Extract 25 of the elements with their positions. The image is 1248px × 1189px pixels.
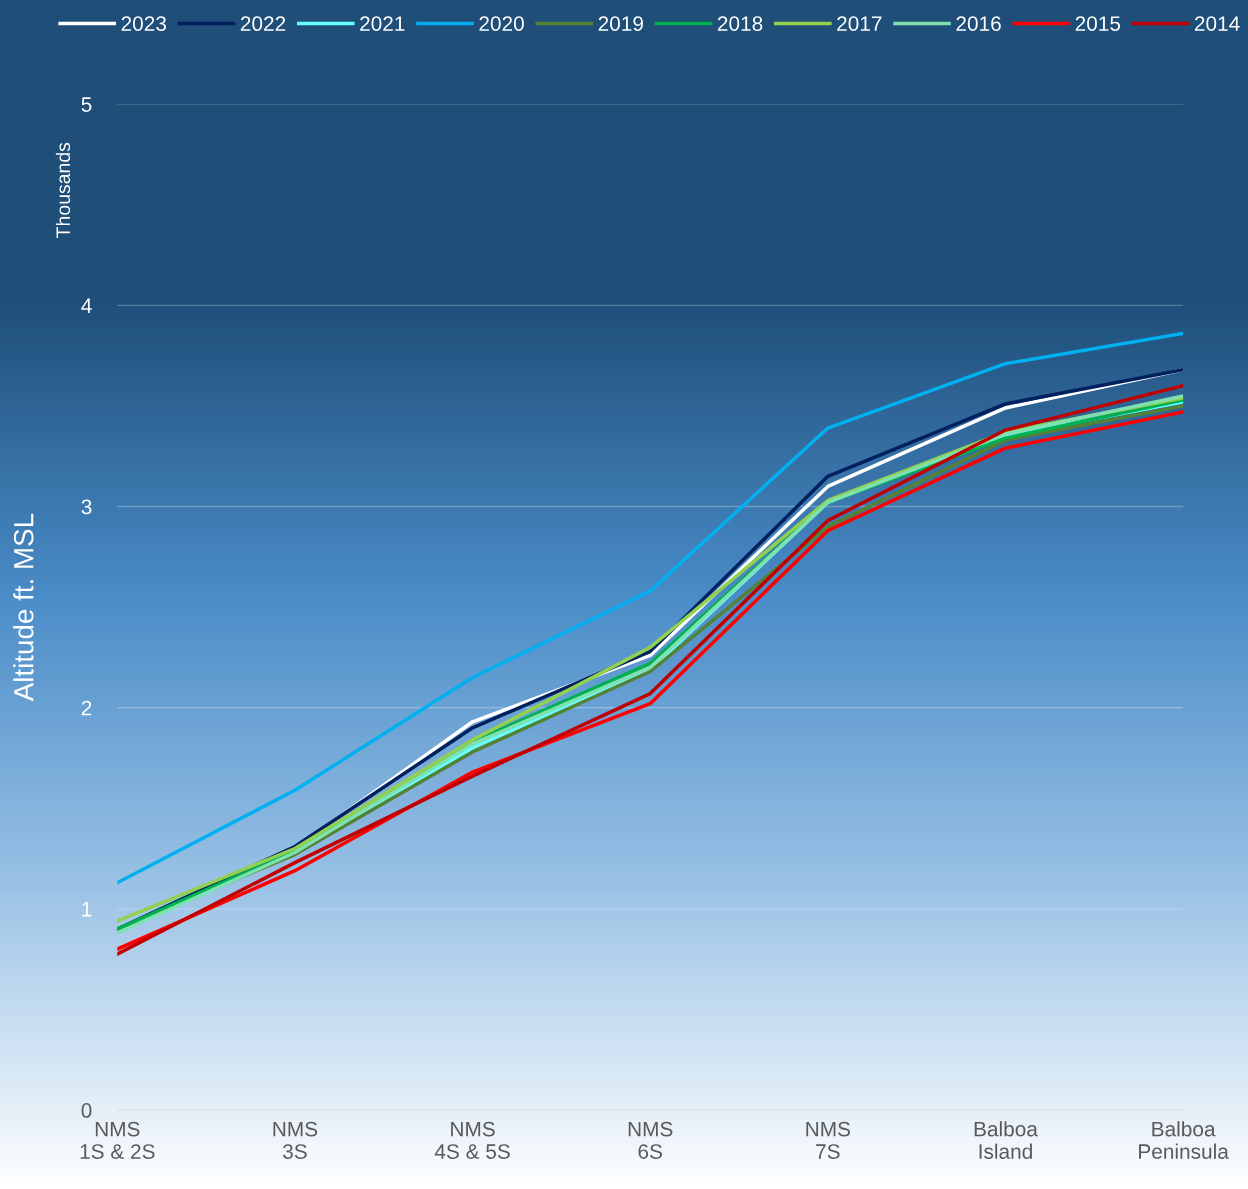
y-tick-label: 0 — [81, 1103, 92, 1118]
y-tick-label: 5 — [81, 97, 92, 112]
legend-label: 2016 — [956, 16, 1001, 31]
legend-label: 2022 — [240, 16, 286, 31]
legend-label: 2014 — [1194, 16, 1240, 31]
y-tick-label: 4 — [81, 298, 92, 313]
y-tick-label: 2 — [81, 700, 92, 716]
y-axis-title: Altitude ft. MSL — [13, 513, 34, 702]
legend-label: 2017 — [837, 16, 882, 31]
legend-label: 2021 — [360, 16, 405, 31]
x-tick-label: NMS 7S — [806, 1121, 851, 1159]
x-tick-label: NMS 3S — [273, 1121, 318, 1159]
y-tick-label: 1 — [82, 902, 92, 917]
x-tick-label: NMS 6S — [628, 1121, 673, 1159]
x-tick-label: NMS 1S & 2S — [80, 1121, 155, 1159]
legend-label: 2023 — [121, 16, 167, 31]
x-tick-label: Balboa Island — [974, 1121, 1038, 1159]
legend-label: 2015 — [1075, 16, 1121, 31]
y-tick-label: 3 — [81, 499, 92, 515]
x-tick-label: NMS 4S & 5S — [434, 1121, 510, 1159]
legend-label: 2019 — [598, 16, 643, 31]
text: Thousands — [55, 142, 71, 238]
x-tick-label: Balboa Peninsula — [1139, 1121, 1229, 1159]
legend-label: 2020 — [479, 16, 524, 31]
legend-label: 2018 — [717, 16, 763, 31]
